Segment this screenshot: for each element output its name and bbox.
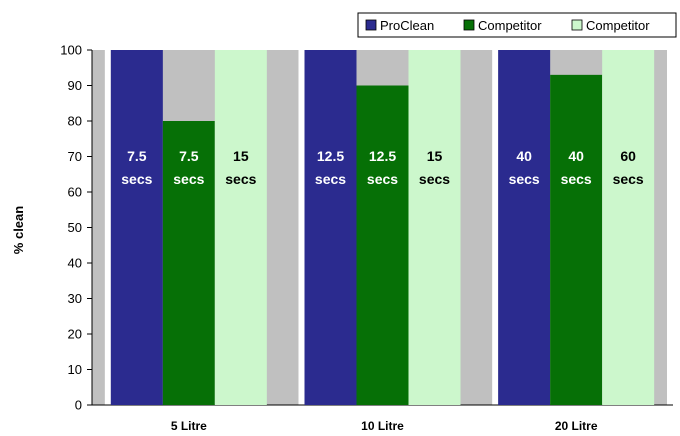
y-tick-label: 40 [68, 256, 82, 271]
legend-swatch [463, 19, 475, 31]
bar [214, 50, 267, 405]
group-separator [667, 50, 673, 405]
y-tick-label: 30 [68, 291, 82, 306]
bar-unit-label: secs [173, 171, 204, 187]
bar-value-label: 40 [516, 148, 532, 164]
bar-unit-label: secs [121, 171, 152, 187]
bar-value-label: 12.5 [369, 148, 396, 164]
group-separator [298, 50, 305, 405]
group-separator [492, 50, 499, 405]
y-tick-label: 0 [75, 398, 82, 413]
bar [550, 74, 603, 405]
legend-entry: Competitor [586, 18, 650, 33]
bar-value-label: 7.5 [127, 148, 147, 164]
bar-unit-label: secs [561, 171, 592, 187]
y-tick-label: 50 [68, 220, 82, 235]
y-tick-label: 20 [68, 327, 82, 342]
x-tick-label: 20 Litre [555, 419, 598, 433]
legend-swatch [365, 19, 377, 31]
bars: 7.5 secs 7.5 secs 15 secs 12.5 secs 12.5 secs 15 se… [110, 50, 655, 405]
y-tick-label: 80 [68, 114, 82, 129]
y-tick-label: 60 [68, 185, 82, 200]
bar [408, 50, 461, 405]
bar-value-label: 12.5 [317, 148, 344, 164]
x-tick-label: 10 Litre [361, 419, 404, 433]
bar [304, 50, 357, 405]
y-axis-label: % clean [11, 206, 26, 254]
bar-value-label: 15 [427, 148, 443, 164]
bar-unit-label: secs [419, 171, 450, 187]
x-tick-label: 5 Litre [171, 419, 207, 433]
y-tick-label: 10 [68, 362, 82, 377]
bar [162, 121, 215, 405]
legend-swatch [571, 19, 583, 31]
y-tick-label: 100 [60, 43, 82, 58]
bar-value-label: 7.5 [179, 148, 199, 164]
bar-value-label: 15 [233, 148, 249, 164]
bar-unit-label: secs [315, 171, 346, 187]
bar-value-label: 40 [568, 148, 584, 164]
y-axis: 0 10 20 30 40 50 60 70 80 90 100 [60, 43, 93, 413]
bar [356, 85, 409, 405]
x-axis: 5 Litre 10 Litre 20 Litre [92, 404, 673, 433]
bar-unit-label: secs [509, 171, 540, 187]
legend-box [357, 12, 677, 38]
bar-value-label: 60 [620, 148, 636, 164]
bar [602, 50, 655, 405]
y-tick-label: 70 [68, 149, 82, 164]
bar [110, 50, 163, 405]
legend-entry: ProClean [380, 18, 434, 33]
bar-unit-label: secs [367, 171, 398, 187]
bar-unit-label: secs [225, 171, 256, 187]
bar-unit-label: secs [613, 171, 644, 187]
y-tick-label: 90 [68, 78, 82, 93]
legend-entry: Competitor [478, 18, 542, 33]
group-separator [104, 50, 111, 405]
legend: ProClean Competitor Competitor [357, 12, 677, 38]
bar [498, 50, 551, 405]
